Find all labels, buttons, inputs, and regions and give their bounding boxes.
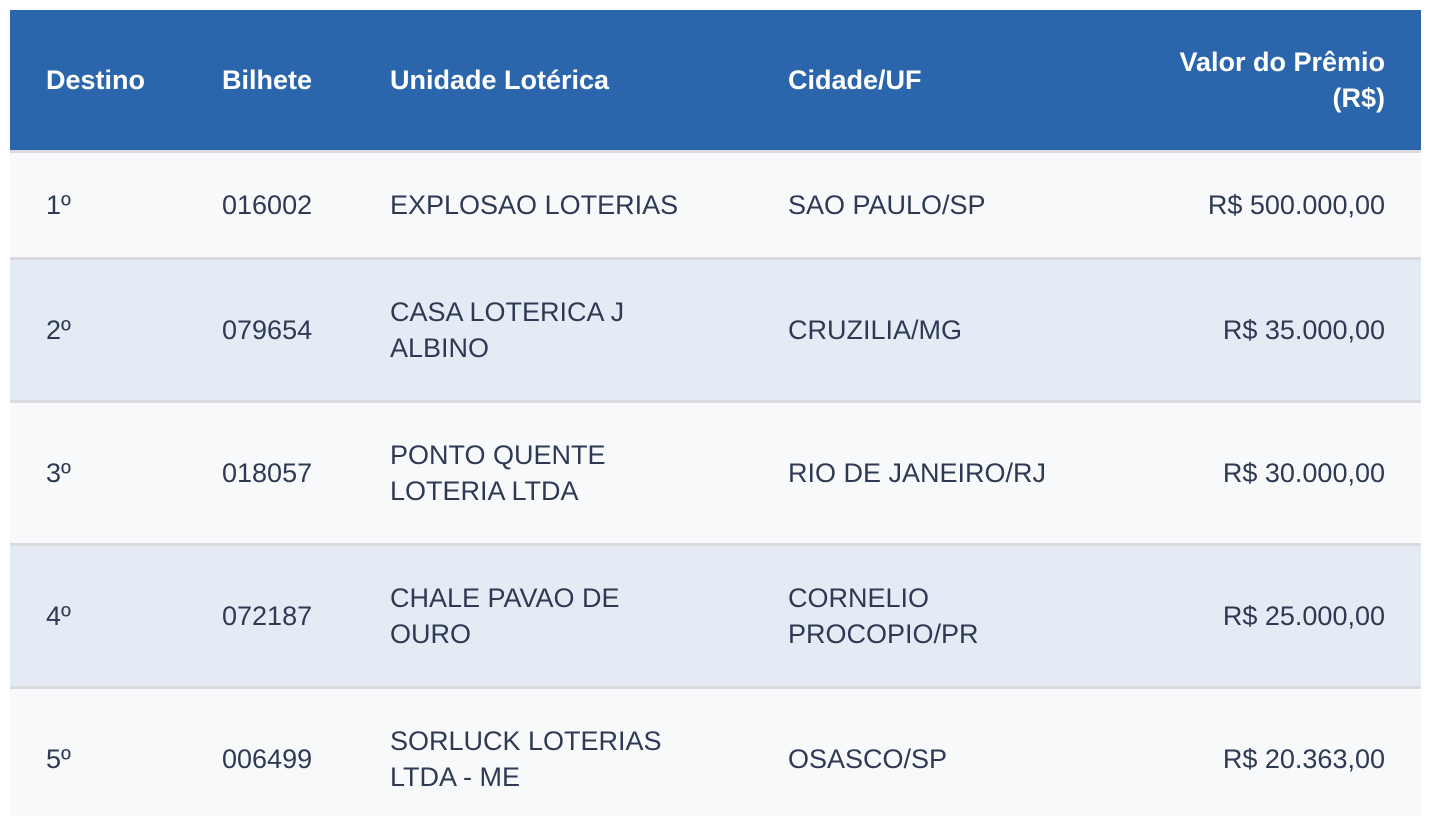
table-row: 5º 006499 SORLUCK LOTERIAS LTDA - ME OSA… [10, 686, 1421, 816]
table-header: Destino Bilhete Unidade Lotérica Cidade/… [10, 10, 1421, 150]
table-row: 1º 016002 EXPLOSAO LOTERIAS SAO PAULO/SP… [10, 150, 1421, 257]
cell-destino: 3º [10, 400, 222, 543]
cell-valor-premio: R$ 35.000,00 [1142, 257, 1421, 400]
cell-bilhete: 072187 [222, 543, 390, 686]
prize-results-table: Destino Bilhete Unidade Lotérica Cidade/… [10, 10, 1421, 816]
cell-valor-premio: R$ 30.000,00 [1142, 400, 1421, 543]
cell-valor-premio: R$ 20.363,00 [1142, 686, 1421, 816]
cell-cidade-uf: CRUZILIA/MG [788, 257, 1142, 400]
cell-bilhete: 006499 [222, 686, 390, 816]
header-cidade-uf: Cidade/UF [788, 10, 1142, 150]
table-row: 3º 018057 PONTO QUENTE LOTERIA LTDA RIO … [10, 400, 1421, 543]
cell-destino: 2º [10, 257, 222, 400]
header-destino: Destino [10, 10, 222, 150]
cell-bilhete: 016002 [222, 150, 390, 257]
cell-destino: 5º [10, 686, 222, 816]
cell-unidade-loterica: PONTO QUENTE LOTERIA LTDA [390, 400, 788, 543]
cell-cidade-uf: CORNELIO PROCOPIO/PR [788, 543, 1142, 686]
cell-unidade-loterica: CHALE PAVAO DE OURO [390, 543, 788, 686]
cell-unidade-loterica: EXPLOSAO LOTERIAS [390, 150, 788, 257]
header-unidade-loterica: Unidade Lotérica [390, 10, 788, 150]
cell-bilhete: 018057 [222, 400, 390, 543]
cell-destino: 1º [10, 150, 222, 257]
cell-unidade-loterica: SORLUCK LOTERIAS LTDA - ME [390, 686, 788, 816]
cell-destino: 4º [10, 543, 222, 686]
cell-valor-premio: R$ 25.000,00 [1142, 543, 1421, 686]
table-row: 2º 079654 CASA LOTERICA J ALBINO CRUZILI… [10, 257, 1421, 400]
table-row: 4º 072187 CHALE PAVAO DE OURO CORNELIO P… [10, 543, 1421, 686]
cell-valor-premio: R$ 500.000,00 [1142, 150, 1421, 257]
cell-bilhete: 079654 [222, 257, 390, 400]
cell-cidade-uf: SAO PAULO/SP [788, 150, 1142, 257]
cell-cidade-uf: RIO DE JANEIRO/RJ [788, 400, 1142, 543]
header-valor-premio: Valor do Prêmio (R$) [1142, 10, 1421, 150]
cell-cidade-uf: OSASCO/SP [788, 686, 1142, 816]
table-body: 1º 016002 EXPLOSAO LOTERIAS SAO PAULO/SP… [10, 150, 1421, 816]
header-row: Destino Bilhete Unidade Lotérica Cidade/… [10, 10, 1421, 150]
cell-unidade-loterica: CASA LOTERICA J ALBINO [390, 257, 788, 400]
header-bilhete: Bilhete [222, 10, 390, 150]
